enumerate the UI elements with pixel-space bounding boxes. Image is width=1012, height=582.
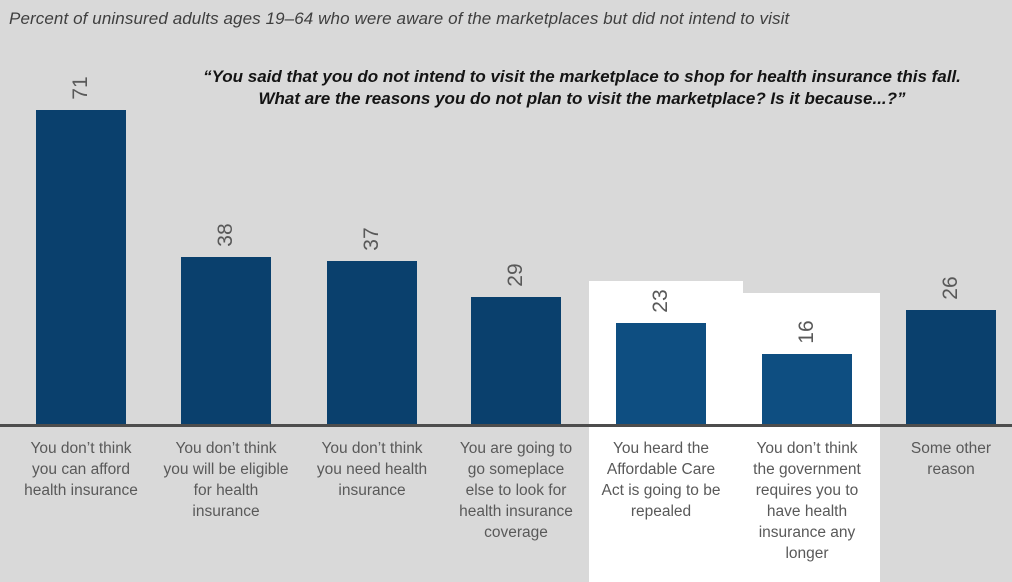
x-axis-line (0, 424, 1012, 427)
category-label: You don’t think you can afford health in… (24, 440, 138, 499)
chart-title: Percent of uninsured adults ages 19–64 w… (9, 9, 790, 28)
bar-group-other-reason: 26 Some other reason (906, 0, 996, 582)
category-label: Some other reason (910, 440, 992, 478)
category-label: You don’t think the government requires … (753, 440, 861, 562)
bar-group-mandate: 16 You don’t think the government requir… (753, 0, 861, 582)
bar-value-label: 37 (360, 227, 383, 251)
bar-group-afford: 71 You don’t think you can afford health… (24, 0, 138, 582)
bar-group-eligible: 38 You don’t think you will be eligible … (164, 0, 289, 582)
bar-someplace-else (471, 297, 561, 425)
highlight-panel-mandate (743, 293, 880, 582)
bar-group-need: 37 You don’t think you need health insur… (317, 0, 427, 582)
bar-mandate (762, 354, 852, 425)
bar-value-label: 26 (939, 276, 962, 300)
bar-eligible (181, 257, 271, 425)
category-label: You heard the Affordable Care Act is goi… (601, 440, 721, 520)
survey-question-text: “You said that you do not intend to visi… (203, 67, 961, 109)
category-label: You are going to go someplace else to lo… (459, 440, 573, 541)
bar-other-reason (906, 310, 996, 425)
category-label: You don’t think you will be eligible for… (163, 440, 289, 520)
bar-value-label: 71 (69, 76, 92, 100)
bar-need (327, 261, 417, 425)
category-label: You don’t think you need health insuranc… (316, 440, 428, 499)
bar-group-someplace-else: 29 You are going to go someplace else to… (459, 0, 573, 582)
bar-value-label: 23 (649, 289, 672, 313)
bar-afford (36, 110, 126, 425)
bar-aca-repealed (616, 323, 706, 425)
bar-group-aca-repealed: 23 You heard the Affordable Care Act is … (602, 0, 721, 582)
bar-value-label: 38 (214, 223, 237, 247)
bar-value-label: 29 (504, 263, 527, 287)
bar-value-label: 16 (795, 320, 818, 344)
